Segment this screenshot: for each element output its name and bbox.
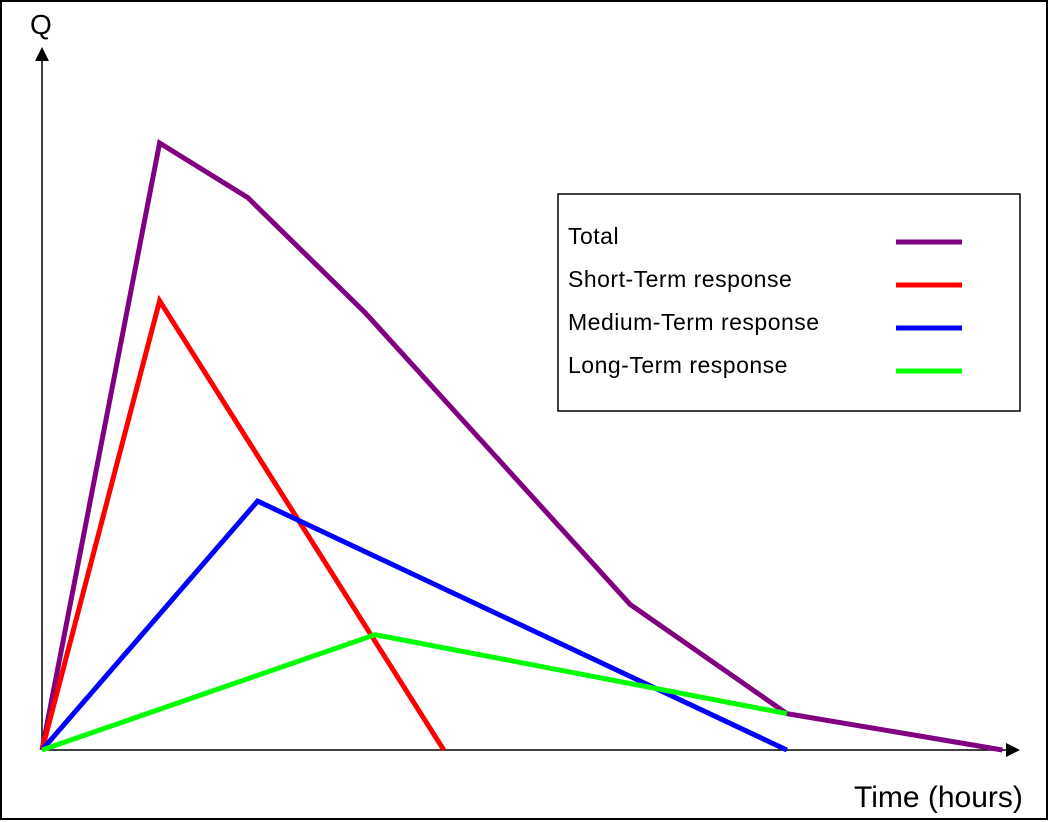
series-line-long-term-response (41, 632, 788, 753)
y-axis-label: Q (30, 9, 52, 40)
series-layer (39, 138, 1003, 753)
legend-label-medium-term-response: Medium-Term response (568, 309, 820, 335)
series-line-medium-term-response (40, 498, 788, 753)
legend-box (557, 193, 1021, 412)
x-axis-label: Time (hours) (854, 781, 1023, 814)
legend-label-long-term-response: Long-Term response (568, 352, 788, 378)
series-line-short-term-response (39, 294, 446, 752)
legend-label-total: Total (568, 223, 619, 249)
legend: Total Short-Term response Medium-Term resp… (557, 193, 1021, 412)
legend-label-short-term-response: Short-Term response (568, 266, 792, 292)
